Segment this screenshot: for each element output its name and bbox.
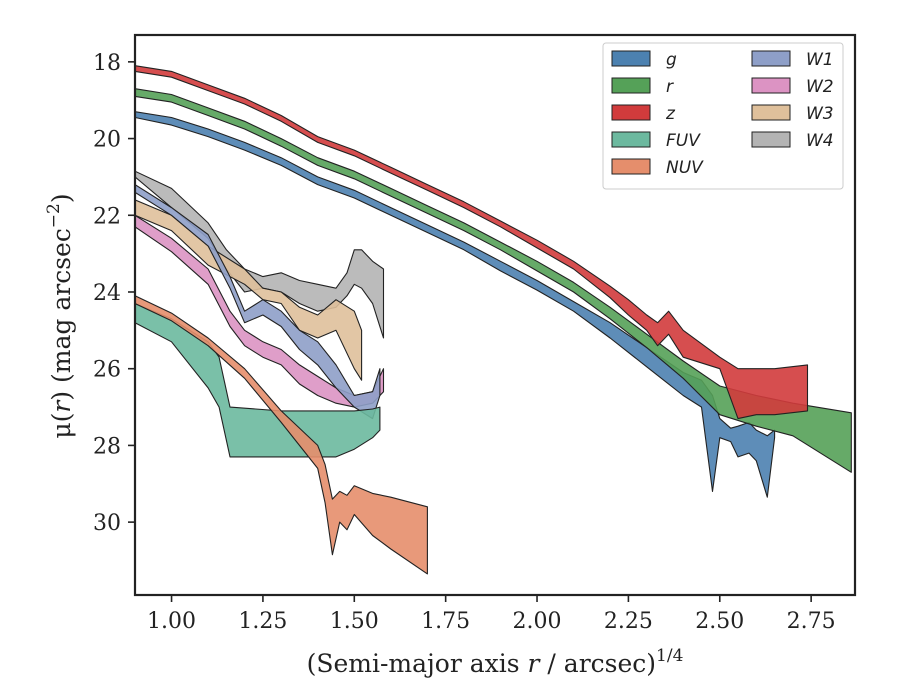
legend-swatch-z xyxy=(611,104,651,121)
series-band-w2 xyxy=(135,214,385,408)
y-axis-label: μ(r) (mag arcsec−2) xyxy=(44,193,76,438)
y-tick-label: 20 xyxy=(93,128,121,153)
legend-swatch-fuv xyxy=(611,131,651,148)
legend-label-z: z xyxy=(665,104,676,124)
x-tick-label: 1.00 xyxy=(147,609,196,634)
series-band-w1 xyxy=(135,184,381,420)
y-tick-label: 18 xyxy=(93,51,121,76)
legend-swatch-r xyxy=(611,77,651,94)
series-band-w3 xyxy=(135,199,363,381)
y-tick-label: 28 xyxy=(93,434,121,459)
series-band-r xyxy=(135,88,852,473)
legend-swatch-w2 xyxy=(751,77,791,94)
legend-label-r: r xyxy=(666,77,674,97)
y-ticks: 18 20 22 24 26 28 30 xyxy=(93,51,135,536)
legend-label-fuv: FUV xyxy=(666,131,701,151)
x-tick-label: 2.50 xyxy=(695,609,744,634)
legend-swatch-nuv xyxy=(611,158,651,175)
y-tick-label: 22 xyxy=(93,204,121,229)
legend-swatch-w4 xyxy=(751,131,791,148)
series-band-w4 xyxy=(135,170,385,339)
legend-swatch-w1 xyxy=(751,50,791,67)
legend-swatch-g xyxy=(611,50,651,67)
plot-frame xyxy=(133,33,857,597)
legend-label-w1: W1 xyxy=(806,50,834,70)
legend-label-w3: W3 xyxy=(806,104,834,124)
legend-label-g: g xyxy=(666,50,677,70)
y-tick-label: 24 xyxy=(93,281,121,306)
x-tick-label: 2.00 xyxy=(513,609,562,634)
legend-label-w2: W2 xyxy=(806,77,834,97)
x-tick-label: 2.75 xyxy=(787,609,836,634)
y-tick-label: 26 xyxy=(93,358,121,383)
x-axis-label: (Semi-major axis r / arcsec)1/4 xyxy=(307,646,684,678)
legend-label-nuv: NUV xyxy=(666,158,704,178)
x-tick-label: 2.25 xyxy=(604,609,653,634)
series-band-nuv xyxy=(135,295,428,575)
series-layer xyxy=(135,65,852,575)
legend-swatch-w3 xyxy=(751,104,791,121)
x-tick-label: 1.75 xyxy=(421,609,470,634)
legend: grz FUV NUV W1 W2 W3 W4 xyxy=(602,42,844,190)
legend-label-w4: W4 xyxy=(806,131,834,151)
series-band-g xyxy=(135,111,776,498)
x-tick-label: 1.25 xyxy=(238,609,287,634)
series-band-fuv xyxy=(135,302,381,458)
x-tick-label: 1.50 xyxy=(330,609,379,634)
y-tick-label: 30 xyxy=(93,511,121,536)
x-ticks: 1.00 1.25 1.50 1.75 2.00 2.25 2.50 2.75 xyxy=(147,595,836,634)
series-band-z xyxy=(135,65,809,420)
